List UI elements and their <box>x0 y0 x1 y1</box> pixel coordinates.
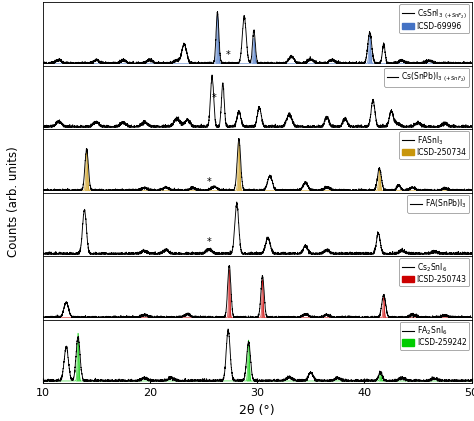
X-axis label: 2θ (°): 2θ (°) <box>239 403 275 416</box>
Legend: FASnI$_3$, ICSD-250734: FASnI$_3$, ICSD-250734 <box>400 131 469 160</box>
Legend: Cs(SnPb)I$_3$ $_{(+SnF_2)}$: Cs(SnPb)I$_3$ $_{(+SnF_2)}$ <box>384 68 469 87</box>
Text: *: * <box>207 177 211 187</box>
Text: *: * <box>212 93 217 104</box>
Legend: FA(SnPb)I$_3$: FA(SnPb)I$_3$ <box>408 195 469 213</box>
Text: Counts (arb. units): Counts (arb. units) <box>7 147 20 258</box>
Text: *: * <box>207 237 211 247</box>
Legend: FA$_2$SnI$_6$, ICSD-259242: FA$_2$SnI$_6$, ICSD-259242 <box>400 322 469 350</box>
Text: *: * <box>226 51 230 60</box>
Legend: Cs$_2$SnI$_6$, ICSD-250743: Cs$_2$SnI$_6$, ICSD-250743 <box>400 258 469 286</box>
Legend: CsSnI$_3$ $_{(+SnF_2)}$, ICSD-69996: CsSnI$_3$ $_{(+SnF_2)}$, ICSD-69996 <box>400 4 469 33</box>
